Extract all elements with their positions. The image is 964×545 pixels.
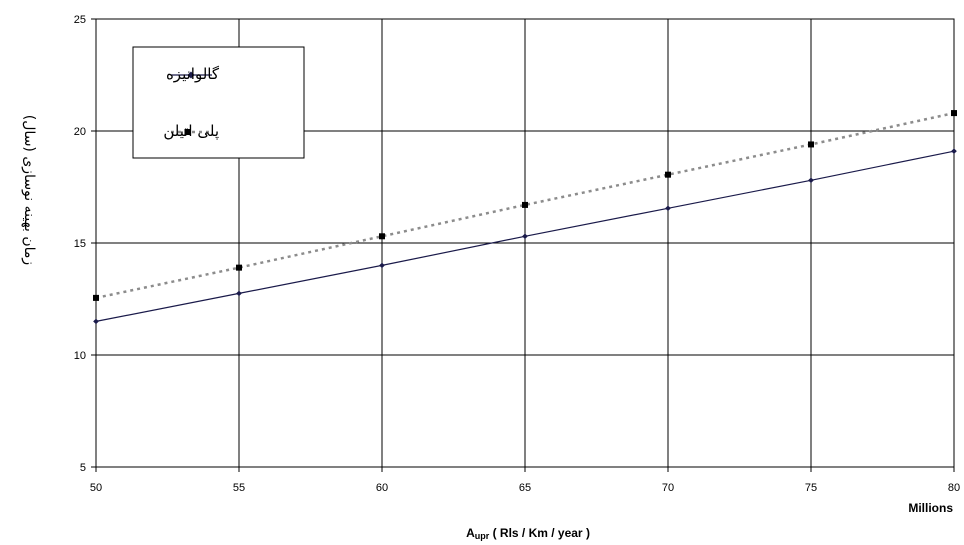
- legend-marker-series-1: [187, 71, 195, 79]
- legend-box: [132, 46, 305, 159]
- legend: گالوانیزه پلی اتیلن: [132, 46, 305, 159]
- data-point-series-2: [93, 294, 99, 301]
- x-axis-label: Aupr ( Rls / Km / year ): [466, 526, 590, 541]
- data-point-series-2: [522, 201, 528, 208]
- data-point-series-2: [665, 171, 671, 178]
- data-point-series-2: [379, 233, 385, 240]
- y-tick-label: 15: [74, 238, 86, 250]
- x-axis-label-main: A: [466, 526, 475, 540]
- y-tick-label: 10: [74, 350, 86, 362]
- x-axis-ticks: 50 55 60 65 70 75 80: [90, 467, 960, 494]
- data-point-series-1: [379, 262, 385, 269]
- y-tick-label: 25: [74, 14, 86, 26]
- legend-label-series-1: گالوانیزه: [166, 65, 220, 83]
- y-axis-ticks: 5 10 15 20 25: [74, 14, 96, 474]
- x-tick-label: 55: [233, 482, 245, 494]
- data-point-series-1: [522, 233, 528, 240]
- data-point-series-1: [93, 318, 99, 325]
- x-multiplier-label: Millions: [908, 501, 953, 515]
- x-tick-label: 75: [805, 482, 817, 494]
- x-tick-label: 80: [948, 482, 960, 494]
- x-tick-label: 70: [662, 482, 674, 494]
- data-point-series-2: [236, 264, 242, 271]
- data-point-series-2: [808, 141, 814, 148]
- x-axis-label-rest: ( Rls / Km / year ): [489, 526, 590, 540]
- data-point-series-2: [951, 110, 957, 117]
- data-point-series-1: [236, 290, 242, 297]
- legend-marker-series-2: [184, 129, 191, 135]
- data-point-series-1: [951, 148, 957, 154]
- x-axis-label-subscript: upr: [475, 531, 490, 541]
- y-tick-label: 5: [80, 462, 86, 474]
- y-tick-label: 20: [74, 126, 86, 138]
- y-axis-label: زمان بهینه نوسازی (سال): [21, 115, 37, 265]
- legend-label-series-2: پلی اتیلن: [163, 122, 219, 141]
- x-tick-label: 60: [376, 482, 388, 494]
- x-tick-label: 65: [519, 482, 531, 494]
- series-group: [93, 110, 957, 325]
- data-point-series-1: [665, 205, 671, 212]
- x-tick-label: 50: [90, 482, 102, 494]
- data-point-series-1: [808, 177, 814, 184]
